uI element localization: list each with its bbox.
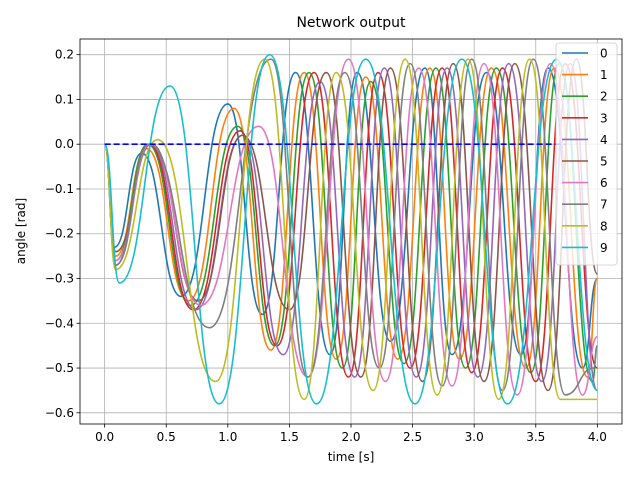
y-tick-label: −0.2	[45, 227, 74, 241]
x-tick-label: 1.5	[280, 430, 299, 444]
legend: 0 1 2 3 4 5 6 7 8 9	[555, 42, 618, 266]
y-tick-label: −0.4	[45, 316, 74, 330]
legend-label: 8	[600, 219, 608, 233]
series-lines	[103, 53, 599, 405]
legend-label: 6	[600, 176, 608, 190]
legend-label: 3	[600, 111, 608, 125]
y-tick-label: −0.1	[45, 182, 74, 196]
x-tick-label: 0.5	[157, 430, 176, 444]
series-line-2	[103, 62, 599, 383]
x-tick-label: 2.0	[341, 430, 360, 444]
chart-title: Network output	[296, 15, 406, 31]
x-axis-ticks: 0.0 0.5 1.0 1.5 2.0 2.5 3.0 3.5 4.0	[95, 424, 607, 444]
y-tick-label: −0.6	[45, 406, 74, 420]
y-axis-label: angle [rad]	[14, 198, 28, 264]
legend-label: 1	[600, 68, 608, 82]
legend-label: 7	[600, 198, 608, 212]
x-tick-label: 1.0	[218, 430, 237, 444]
series-line-8	[103, 58, 598, 401]
y-tick-label: −0.3	[45, 272, 74, 286]
x-tick-label: 3.5	[526, 430, 545, 444]
series-line-5	[103, 58, 599, 392]
x-tick-label: 4.0	[588, 430, 607, 444]
x-tick-label: 3.0	[465, 430, 484, 444]
legend-box	[555, 42, 618, 266]
legend-label: 9	[600, 241, 608, 255]
series-line-7	[103, 58, 599, 396]
series-line-9	[103, 53, 599, 405]
y-axis-ticks: −0.6 −0.5 −0.4 −0.3 −0.2 −0.1 0.0 0.1 0.2	[45, 48, 80, 420]
legend-label: 5	[600, 155, 608, 169]
legend-label: 2	[600, 90, 608, 104]
legend-label: 4	[600, 133, 608, 147]
y-tick-label: 0.2	[55, 48, 74, 62]
legend-label: 0	[600, 47, 608, 61]
series-line-6	[103, 58, 599, 396]
x-tick-label: 0.0	[95, 430, 114, 444]
y-tick-label: 0.1	[55, 92, 74, 106]
y-tick-label: −0.5	[45, 361, 74, 375]
x-axis-label: time [s]	[328, 450, 375, 464]
y-tick-label: 0.0	[55, 137, 74, 151]
x-tick-label: 2.5	[403, 430, 422, 444]
